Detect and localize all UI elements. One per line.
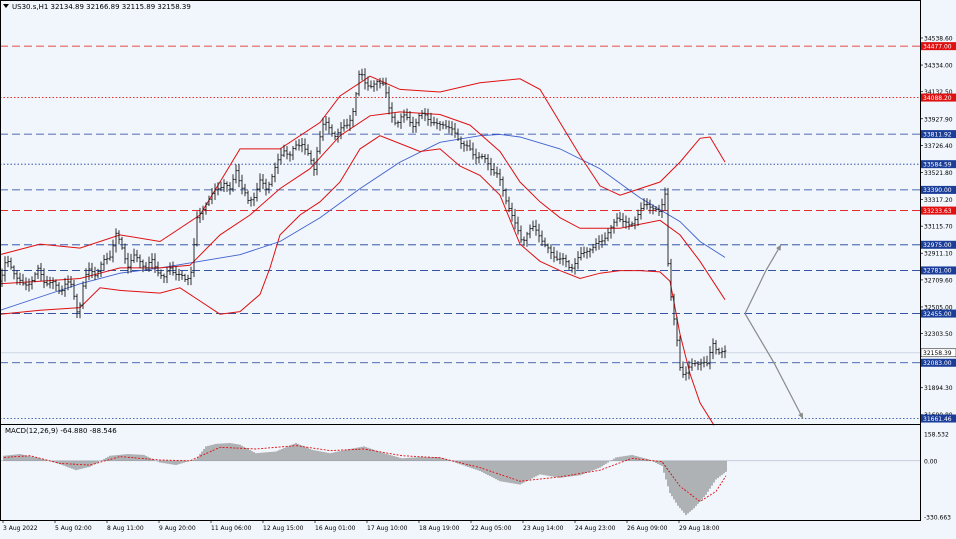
current-price-badge [920, 348, 956, 358]
projection-down [744, 313, 804, 419]
price-tick-label: 33115.70 [924, 224, 953, 231]
time-tick-label: 3 Aug 2022 [3, 525, 38, 532]
level-badge-label: 33584.59 [923, 161, 952, 168]
level-badge [921, 309, 956, 318]
bollinger-lower [0, 135, 715, 426]
macd-header: MACD(12,26,9) -64.880 -88.546 [5, 427, 117, 435]
projection-up-head [776, 244, 781, 251]
price-tick-label: 33927.90 [924, 116, 953, 123]
level-badge-label: 32781.00 [923, 268, 952, 275]
time-tick-label: 8 Aug 11:00 [107, 525, 144, 532]
time-tick-label: 11 Aug 06:00 [211, 525, 252, 532]
price-tick-label: 32505.00 [924, 304, 953, 311]
macd-signal-line [3, 445, 727, 503]
projection-arrows [744, 244, 804, 419]
macd-tick-label: 158.532 [924, 431, 949, 438]
time-tick-label: 18 Aug 19:00 [419, 525, 460, 532]
plot-frame [0, 0, 921, 521]
time-tick-label: 24 Aug 23:00 [575, 525, 616, 532]
projection-up [744, 244, 782, 314]
time-tick-label: 17 Aug 10:00 [367, 525, 408, 532]
macd-tick-label: -330.663 [924, 514, 951, 521]
price-tick-label: 33521.80 [924, 170, 953, 177]
time-tick-label: 22 Aug 05:00 [471, 525, 512, 532]
level-badge-label: 31661.46 [923, 416, 952, 423]
level-badge-label: 32975.00 [923, 242, 952, 249]
bollinger-upper [0, 75, 726, 256]
level-badge [921, 42, 956, 51]
time-tick-label: 26 Aug 09:00 [627, 525, 668, 532]
time-tick-label: 16 Aug 01:00 [315, 525, 356, 532]
price-tick-label: 32709.60 [924, 277, 953, 284]
price-series [0, 68, 727, 381]
price-levels [0, 45, 920, 419]
time-tick-label: 12 Aug 15:00 [263, 525, 304, 532]
macd-panel [0, 443, 920, 516]
level-badge-label: 32455.00 [923, 311, 952, 318]
time-tick-label: 23 Aug 14:00 [523, 525, 564, 532]
level-badge-label: 33811.92 [923, 131, 952, 138]
time-tick-label: 5 Aug 02:00 [55, 525, 92, 532]
price-tick-label: 33317.20 [924, 197, 953, 204]
price-tick-label: 32303.50 [924, 331, 953, 338]
level-badge [921, 266, 956, 275]
current-price-label: 32158.39 [923, 350, 952, 357]
price-tick-label: 33726.40 [924, 143, 953, 150]
level-badge [921, 240, 956, 249]
price-tick-label: 34132.50 [924, 89, 953, 96]
time-tick-label: 29 Aug 18:00 [679, 525, 720, 532]
level-badge-label: 33233.63 [923, 208, 952, 215]
level-labels: 34477.00 34088.20 33811.92 33584.59 33390.00… [920, 42, 956, 423]
level-badge [921, 206, 956, 215]
level-badge-label: 33390.00 [923, 187, 952, 194]
price-tick-label: 31894.30 [924, 385, 953, 392]
level-badge-label: 34477.00 [923, 43, 952, 50]
price-tick-label: 34334.00 [924, 63, 953, 70]
level-badge-label: 32083.00 [923, 360, 952, 367]
chart-symbol-header: US30.s,H1 32134.89 32166.89 32115.89 321… [12, 3, 191, 11]
level-badge-label: 34088.20 [923, 95, 952, 102]
level-badge [921, 358, 956, 367]
price-tick-label: 32911.10 [924, 251, 953, 258]
moving-average [0, 133, 726, 311]
level-badge [921, 160, 956, 169]
slow-ma-line [0, 133, 726, 311]
macd-tick-label: 0.00 [924, 458, 938, 465]
level-badge [921, 93, 956, 102]
level-badge [921, 185, 956, 194]
level-badge [921, 130, 956, 139]
level-badge [921, 414, 956, 423]
chevron-down-icon[interactable] [3, 4, 9, 8]
projection-down-head [798, 412, 803, 419]
price-tick-label: 34538.60 [924, 35, 953, 42]
time-tick-label: 9 Aug 20:00 [159, 525, 196, 532]
